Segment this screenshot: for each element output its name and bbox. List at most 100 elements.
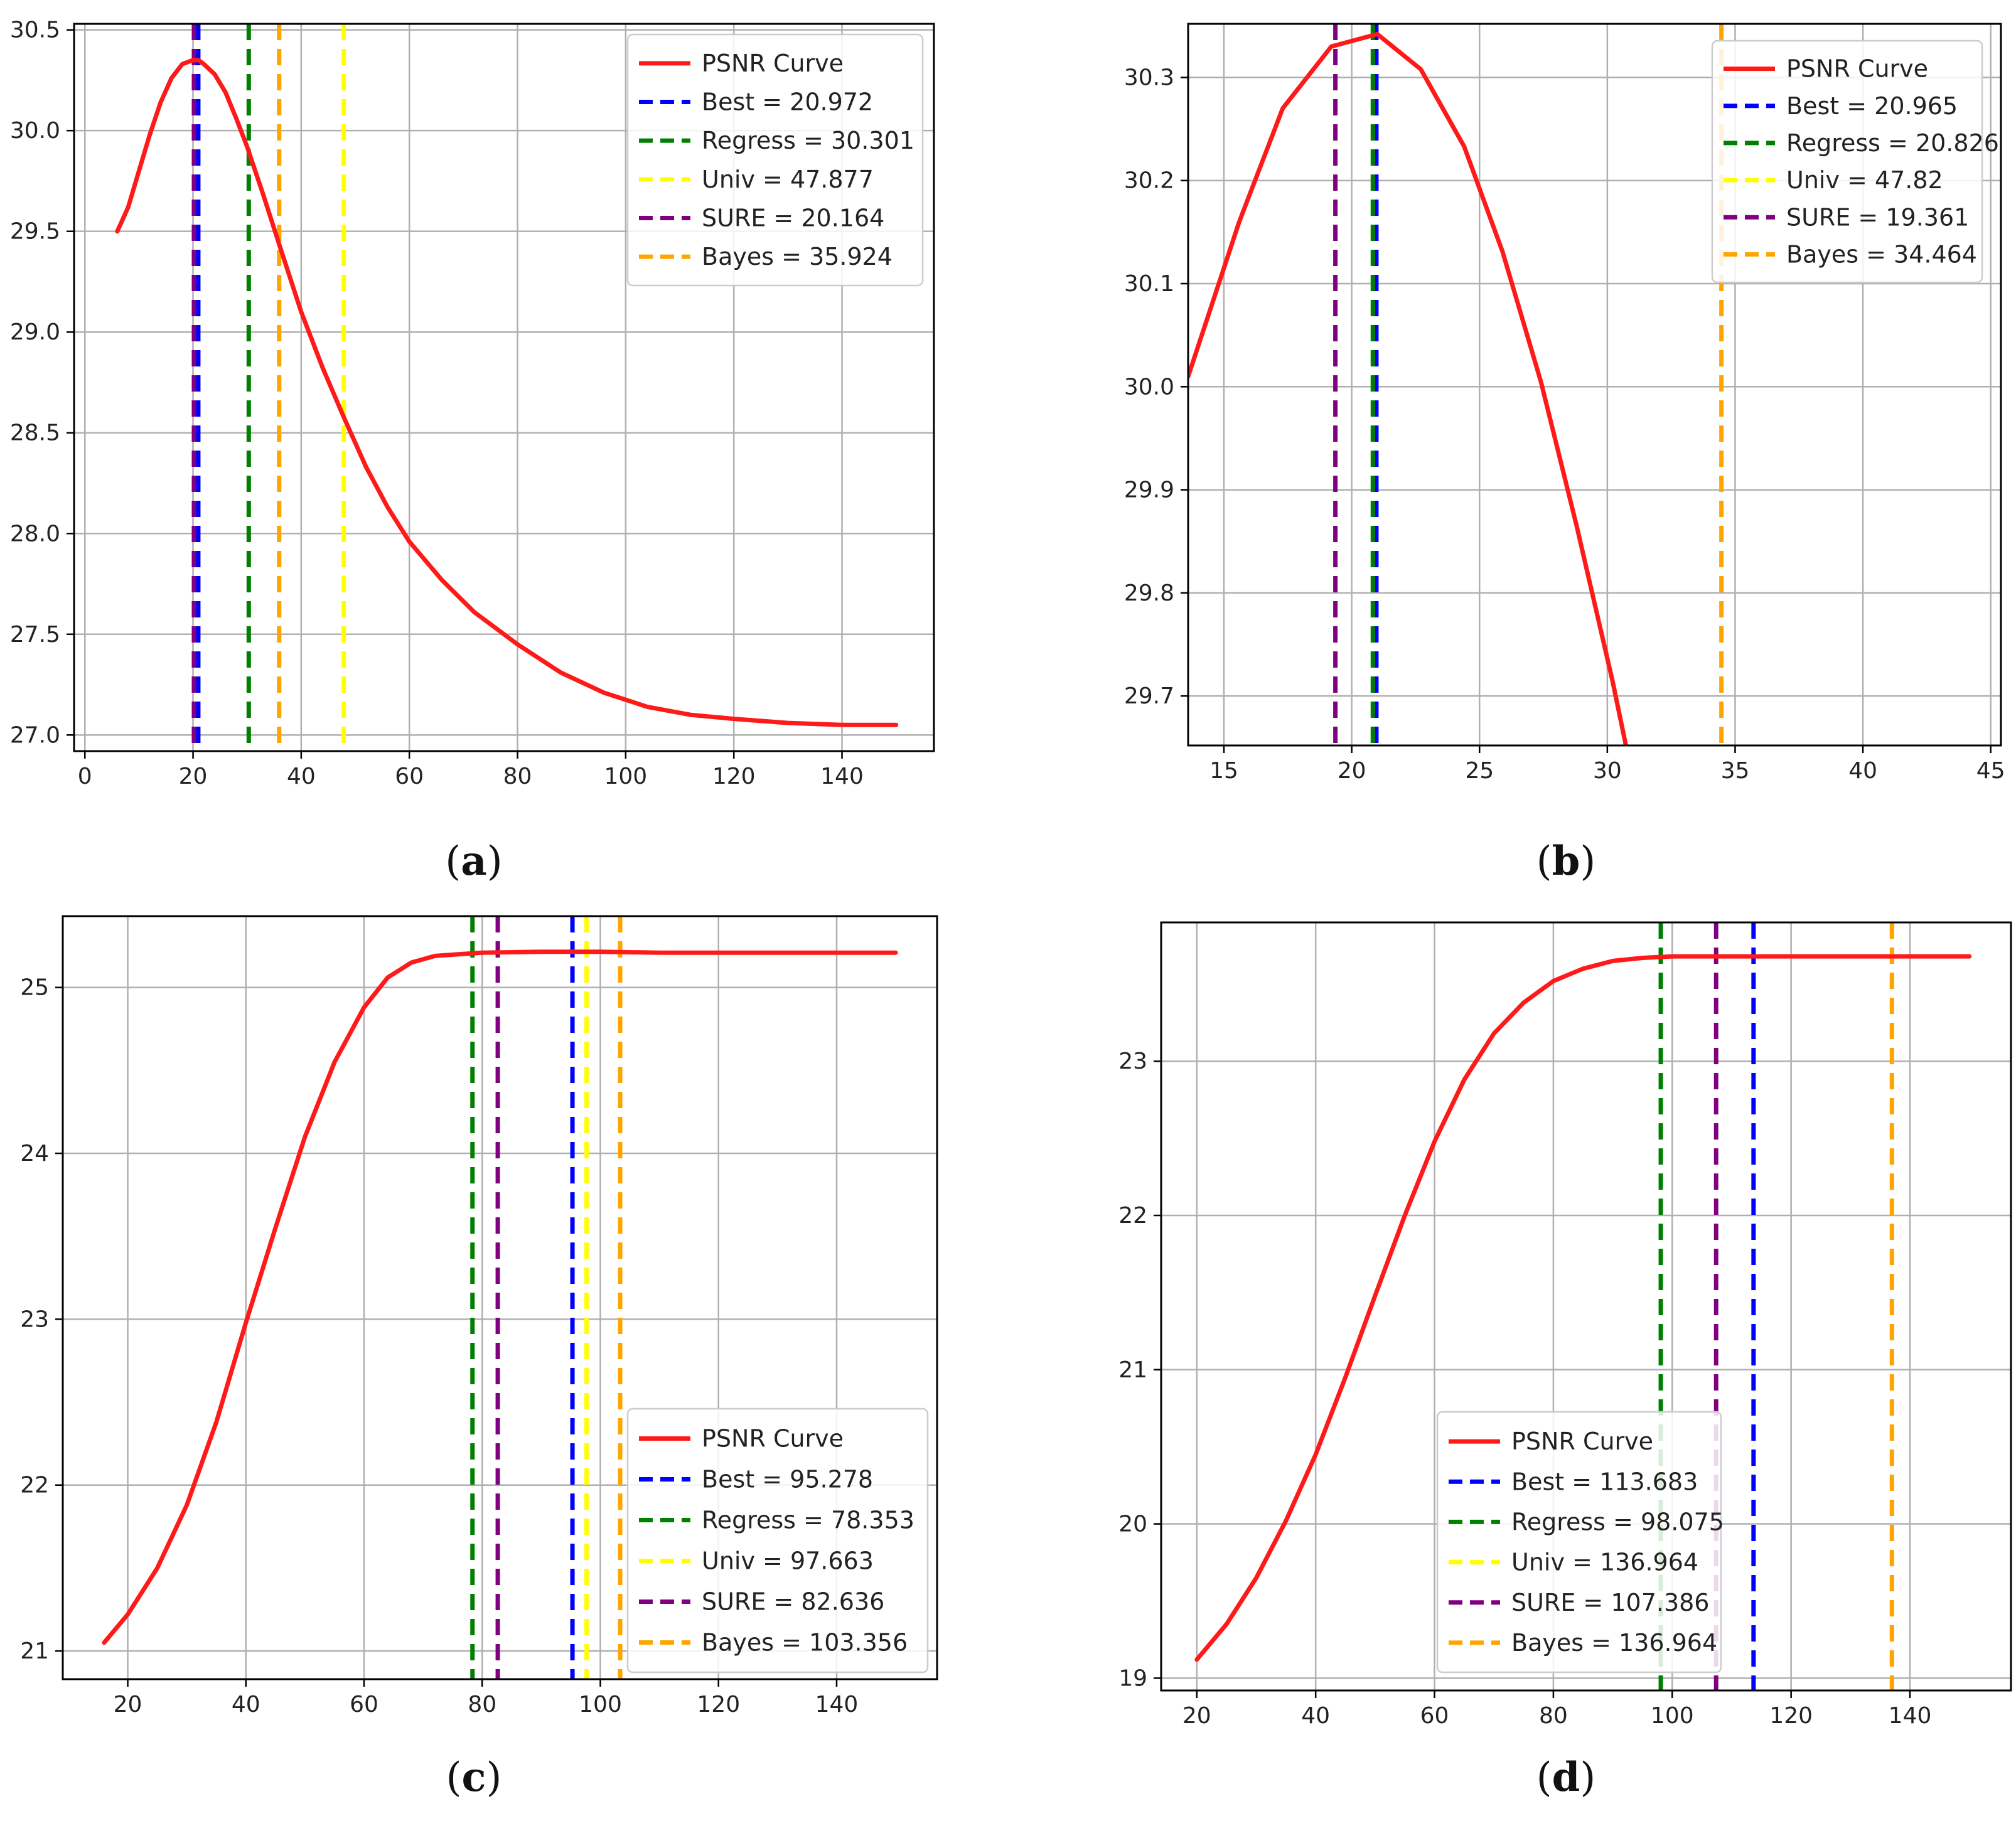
axes-frame <box>1187 23 2002 747</box>
chart-panel-a: 0 20 40 60 80 100 120 140 27.0 27.5 28.0 28.5 29.0 29… <box>0 0 941 835</box>
legend-label: Regress = 20.826 <box>1786 129 1999 157</box>
x-tick-label: 40 <box>1848 758 1877 784</box>
ticks: 15 20 25 30 35 40 45 29.7 29.8 29.9 30.0 30.1 30.2 30… <box>1124 65 2005 784</box>
legend: PSNR Curve Best = 20.972 Regress = 30.301 U… <box>626 33 924 287</box>
y-tick-label: 30.0 <box>1124 374 1174 400</box>
y-tick-label: 24 <box>20 1141 49 1167</box>
x-tick-label: 60 <box>395 764 424 789</box>
y-tick-label: 30.2 <box>1124 168 1174 194</box>
y-tick-label: 19 <box>1118 1665 1147 1691</box>
chart-panel-d: 20 40 60 80 100 120 140 19 20 21 22 23 PSNR Curve Bes… <box>1080 904 2016 1744</box>
legend-label: SURE = 20.164 <box>702 205 884 232</box>
y-tick-label: 21 <box>20 1638 49 1664</box>
legend: PSNR Curve Best = 95.278 Regress = 78.353 U… <box>626 1407 929 1674</box>
x-tick-label: 80 <box>1539 1703 1568 1729</box>
psnr-curve-line <box>102 949 898 1645</box>
x-tick-label: 40 <box>287 764 316 789</box>
legend-label: PSNR Curve <box>1786 55 1928 83</box>
x-tick-label: 140 <box>815 1692 859 1717</box>
threshold-lines <box>470 916 623 1679</box>
legend-label: Univ = 47.877 <box>702 166 874 193</box>
legend-label: PSNR Curve <box>702 50 844 77</box>
y-tick-label: 29.5 <box>10 219 60 245</box>
y-tick-label: 30.3 <box>1124 65 1174 90</box>
ticks: 20 40 60 80 100 120 140 19 20 21 22 23 <box>1118 1049 1931 1729</box>
axes-frame <box>1160 921 2012 1692</box>
x-tick-label: 40 <box>1301 1703 1330 1729</box>
x-tick-label: 80 <box>503 764 532 789</box>
chart-svg-d: 20 40 60 80 100 120 140 19 20 21 22 23 PSNR Curve Bes… <box>1118 921 2012 1729</box>
y-tick-label: 21 <box>1118 1357 1147 1383</box>
chart-panel-b: 15 20 25 30 35 40 45 29.7 29.8 29.9 30.0 30.1 30.2 30… <box>1080 0 2016 835</box>
y-tick-label: 30.5 <box>10 18 60 43</box>
caption-d: (d) <box>1536 1754 1596 1801</box>
threshold-lines <box>191 24 346 751</box>
legend-box <box>1436 1411 1722 1674</box>
y-tick-label: 23 <box>1118 1049 1147 1074</box>
x-tick-label: 30 <box>1593 758 1622 784</box>
legend-label: SURE = 107.386 <box>1511 1589 1710 1616</box>
legend-label: Regress = 78.353 <box>702 1507 914 1534</box>
x-tick-label: 35 <box>1721 758 1750 784</box>
x-tick-label: 20 <box>1182 1703 1211 1729</box>
chart-svg-b: 15 20 25 30 35 40 45 29.7 29.8 29.9 30.0 30.1 30.2 30… <box>1124 23 2005 784</box>
legend-box <box>1711 40 1983 284</box>
x-tick-label: 40 <box>232 1692 260 1717</box>
legend-label: Best = 20.972 <box>702 88 873 116</box>
chart-svg-c: 20 40 60 80 100 120 140 21 22 23 24 25 PSNR Curve Bes… <box>20 915 938 1717</box>
x-tick-label: 15 <box>1209 758 1238 784</box>
legend-label: Regress = 98.075 <box>1511 1508 1724 1535</box>
legend-label: Bayes = 34.464 <box>1786 240 1977 268</box>
legend-label: Univ = 47.82 <box>1786 166 1943 194</box>
legend-label: Univ = 136.964 <box>1511 1549 1698 1576</box>
x-tick-label: 60 <box>1420 1703 1449 1729</box>
y-tick-label: 20 <box>1118 1512 1147 1537</box>
x-tick-label: 140 <box>1889 1703 1932 1729</box>
x-tick-label: 25 <box>1465 758 1494 784</box>
psnr-curve-line <box>115 58 899 727</box>
y-tick-label: 30.1 <box>1124 271 1174 297</box>
x-tick-label: 60 <box>350 1692 378 1717</box>
caption-c: (c) <box>446 1754 502 1801</box>
x-tick-label: 0 <box>78 764 92 789</box>
legend-label: Best = 95.278 <box>702 1466 873 1493</box>
legend: PSNR Curve Best = 20.965 Regress = 20.826 U… <box>1711 40 1999 284</box>
x-tick-label: 80 <box>468 1692 496 1717</box>
legend-label: SURE = 82.636 <box>702 1588 884 1616</box>
y-tick-label: 27.5 <box>10 622 60 648</box>
legend-label: Bayes = 103.356 <box>702 1629 908 1657</box>
legend-label: Bayes = 136.964 <box>1511 1629 1717 1657</box>
caption-b: (b) <box>1536 838 1596 885</box>
chart-svg-a: 0 20 40 60 80 100 120 140 27.0 27.5 28.0 28.5 29.0 29… <box>10 18 935 789</box>
caption-a: (a) <box>445 838 503 885</box>
legend-label: Bayes = 35.924 <box>702 243 893 270</box>
legend-box <box>626 1407 929 1674</box>
x-tick-label: 120 <box>712 764 756 789</box>
legend-label: SURE = 19.361 <box>1786 203 1969 231</box>
y-tick-label: 29.8 <box>1124 580 1174 606</box>
chart-panel-c: 20 40 60 80 100 120 140 21 22 23 24 25 PSNR Curve Bes… <box>0 904 941 1744</box>
y-tick-label: 23 <box>20 1306 49 1332</box>
x-tick-label: 20 <box>1338 758 1366 784</box>
y-tick-label: 27.0 <box>10 722 60 748</box>
y-tick-label: 29.7 <box>1124 683 1174 709</box>
y-tick-label: 22 <box>1118 1203 1147 1229</box>
y-tick-label: 25 <box>20 975 49 1001</box>
axes-frame <box>73 23 935 752</box>
x-tick-label: 120 <box>1769 1703 1813 1729</box>
x-tick-label: 140 <box>820 764 864 789</box>
psnr-curve-line <box>1194 954 1972 1662</box>
legend: PSNR Curve Best = 113.683 Regress = 98.075… <box>1436 1411 1724 1674</box>
x-tick-label: 100 <box>604 764 648 789</box>
y-tick-label: 28.0 <box>10 521 60 547</box>
ticks: 0 20 40 60 80 100 120 140 27.0 27.5 28.0 28.5 29.0 29… <box>10 18 864 789</box>
legend-label: Univ = 97.663 <box>702 1547 874 1575</box>
legend-label: Best = 20.965 <box>1786 92 1958 120</box>
x-tick-label: 45 <box>1976 758 2005 784</box>
x-tick-label: 20 <box>114 1692 142 1717</box>
grid-lines <box>1188 24 2001 745</box>
x-tick-label: 120 <box>697 1692 740 1717</box>
y-tick-label: 29.0 <box>10 319 60 345</box>
y-tick-label: 30.0 <box>10 118 60 144</box>
y-tick-label: 28.5 <box>10 420 60 446</box>
